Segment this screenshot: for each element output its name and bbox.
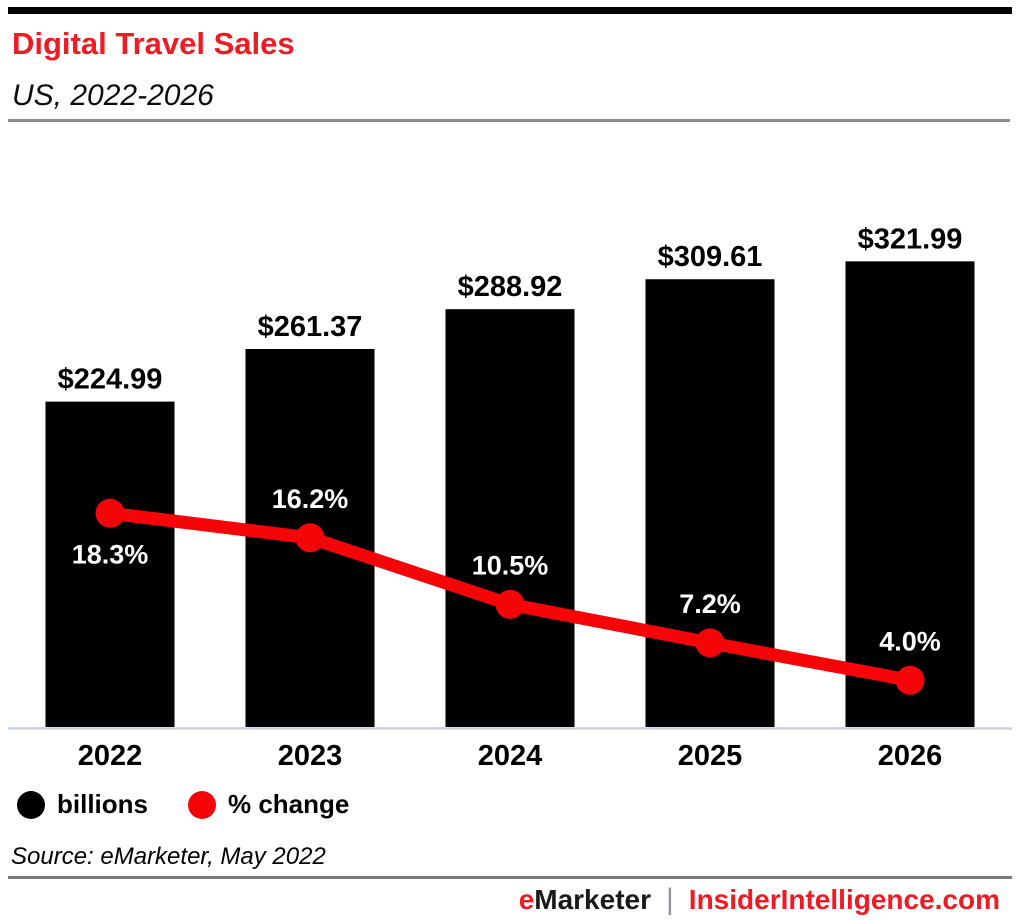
x-tick-label-2022: 2022 <box>78 740 143 772</box>
billions-legend-dot-icon <box>17 790 45 819</box>
chart-canvas: $224.99 $261.37 $288.92 $309.61 $321.99 18.3%… <box>8 223 1012 772</box>
footer-divider <box>8 876 1012 879</box>
emarketer-logo-rest: Marketer <box>534 884 651 915</box>
bar-2025 <box>645 279 775 727</box>
insider-intelligence-url: InsiderIntelligence.com <box>688 884 1000 915</box>
emarketer-logo: eMarketer <box>519 884 651 916</box>
bar-2026 <box>845 261 975 727</box>
source-note: Source: eMarketer, May 2022 <box>11 843 326 870</box>
pct-change-legend-dot-icon <box>188 790 216 819</box>
bar-value-label-2024: $288.92 <box>458 271 563 303</box>
x-tick-label-2025: 2025 <box>678 740 743 772</box>
growth-value-label-2022: 18.3% <box>72 539 149 569</box>
chart-title: Digital Travel Sales <box>12 26 295 61</box>
bar-2022 <box>45 401 175 727</box>
legend-label-pct-change: % change <box>228 789 350 819</box>
bar-value-label-2025: $309.61 <box>658 241 763 273</box>
growth-point-2025 <box>695 628 725 658</box>
chart-subtitle: US, 2022-2026 <box>12 79 214 112</box>
top-accent-bar <box>8 7 1012 14</box>
bar-value-label-2022: $224.99 <box>58 364 163 396</box>
emarketer-logo-e: e <box>518 884 535 915</box>
growth-point-2026 <box>895 665 925 695</box>
header-divider <box>8 119 1010 122</box>
growth-value-label-2024: 10.5% <box>472 550 549 580</box>
growth-point-2022 <box>95 498 125 528</box>
legend-label-billions: billions <box>57 789 148 819</box>
x-tick-label-2026: 2026 <box>878 740 943 772</box>
growth-point-2023 <box>295 523 325 553</box>
legend-item-pct-change: % change <box>188 789 349 820</box>
footer-separator: | <box>666 883 674 916</box>
bar-value-label-2026: $321.99 <box>858 223 963 255</box>
x-tick-label-2023: 2023 <box>278 740 343 772</box>
x-tick-label-2024: 2024 <box>478 740 543 772</box>
growth-value-label-2026: 4.0% <box>879 626 941 656</box>
bar-value-label-2023: $261.37 <box>258 311 363 343</box>
chart-legend: billions % change <box>17 789 349 820</box>
growth-value-label-2023: 16.2% <box>272 484 349 514</box>
footer-brand-bar: eMarketer | InsiderIntelligence.com <box>519 883 1000 917</box>
growth-value-label-2025: 7.2% <box>679 589 741 619</box>
legend-item-billions: billions <box>17 789 148 820</box>
growth-point-2024 <box>495 589 525 619</box>
bar-2024 <box>445 309 575 727</box>
